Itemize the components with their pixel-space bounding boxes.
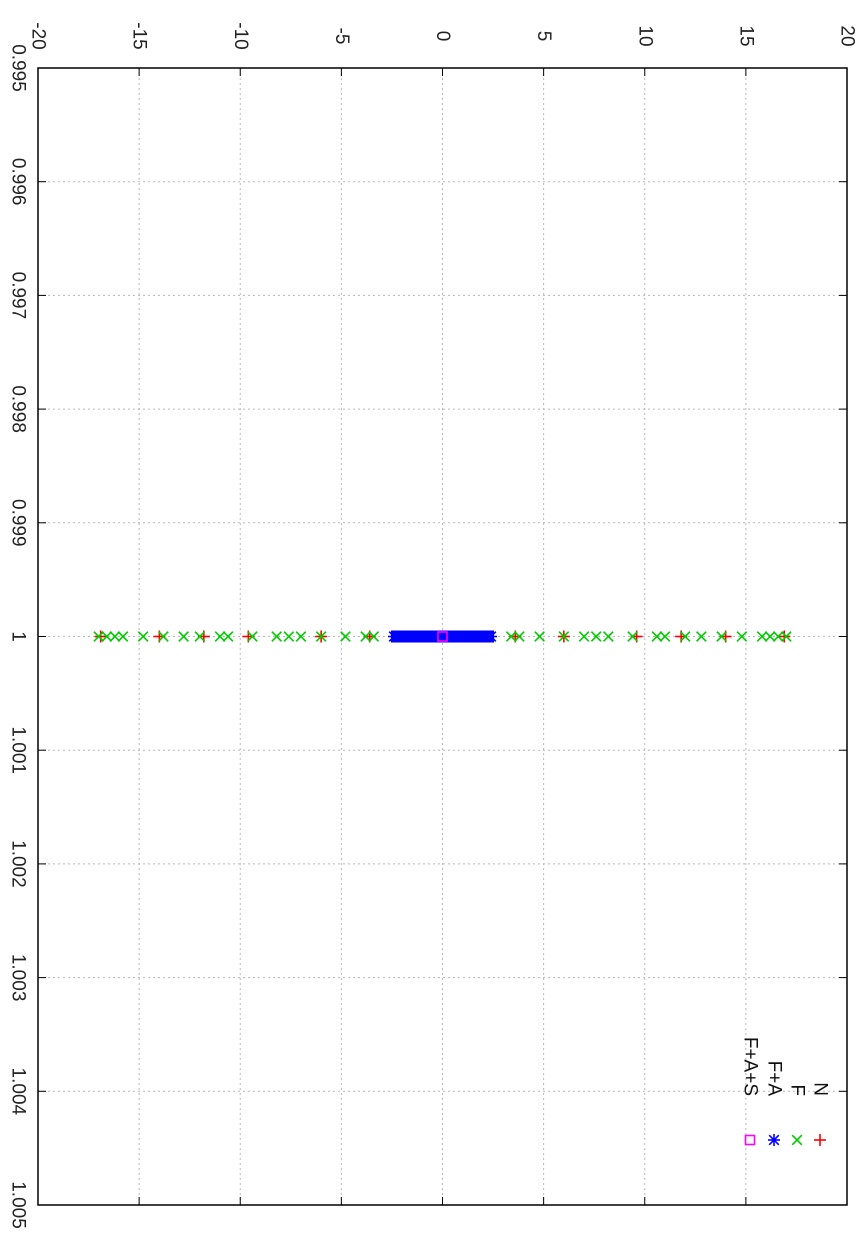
data-point — [772, 631, 784, 642]
y-tick-label: 5 — [533, 31, 554, 42]
data-point — [756, 631, 768, 642]
y-tick-label: -20 — [28, 22, 49, 49]
data-point — [485, 630, 498, 643]
legend-item: N — [810, 1082, 831, 1146]
data-point — [627, 631, 638, 642]
x-tick-label: 0.995 — [8, 44, 29, 92]
data-point — [295, 631, 307, 642]
x-tick-label: 1.002 — [8, 840, 29, 888]
axis-ticks: 0.995 0.996 0.997 0.998 0.999 1 1.001 1.002 1.00… — [8, 22, 858, 1229]
legend-label: F+A — [764, 1061, 785, 1097]
legend-marker — [814, 1134, 826, 1146]
legend-marker — [744, 1134, 756, 1146]
data-point — [101, 631, 113, 642]
data-point — [247, 631, 258, 642]
data-point — [602, 631, 614, 642]
data-point — [716, 631, 727, 642]
x-tick-label: 1.004 — [8, 1068, 29, 1116]
y-tick-label: 0 — [432, 31, 453, 42]
series-F+A+S — [437, 631, 448, 642]
data-point — [360, 631, 372, 642]
x-tick-label: 0.998 — [8, 385, 29, 433]
y-tick-label: -10 — [230, 22, 251, 49]
data-point — [778, 630, 791, 643]
legend-item: F+A+S — [740, 1037, 761, 1146]
data-point — [578, 631, 590, 642]
x-tick-label: 0.997 — [8, 272, 29, 320]
data-point — [94, 630, 107, 643]
data-point — [93, 631, 105, 642]
data-point — [396, 630, 409, 643]
data-point — [283, 631, 295, 642]
y-tick-label: 10 — [634, 25, 655, 46]
data-point — [194, 631, 206, 642]
legend-label: F — [787, 1084, 808, 1096]
data-point — [696, 631, 707, 642]
data-point — [651, 631, 663, 642]
x-tick-label: 1.001 — [8, 726, 29, 774]
data-point — [558, 631, 570, 642]
data-point — [178, 631, 189, 642]
legend-marker — [768, 1134, 780, 1146]
data-point — [437, 631, 448, 642]
y-tick-label: 20 — [837, 25, 858, 46]
legend-item: F — [787, 1084, 808, 1146]
legend-item: F+A — [764, 1061, 785, 1146]
data-point — [222, 631, 234, 642]
data-point — [368, 631, 380, 642]
data-point — [109, 631, 121, 642]
data-point — [271, 631, 283, 642]
data-point — [214, 631, 226, 642]
x-tick-label: 1.005 — [8, 1181, 29, 1229]
x-tick-label: 0.996 — [8, 158, 29, 206]
data-point — [158, 631, 169, 642]
data-point — [534, 631, 545, 642]
data-point — [315, 631, 327, 642]
y-tick-label: -5 — [331, 28, 352, 45]
data-point — [340, 631, 351, 642]
x-tick-label: 1.003 — [8, 954, 29, 1002]
legend: NFF+AF+A+S — [740, 1037, 831, 1146]
legend-marker — [791, 1134, 803, 1146]
data-point — [679, 631, 691, 642]
y-tick-label: 15 — [735, 25, 756, 46]
data-point — [117, 631, 129, 642]
data-point — [659, 631, 671, 642]
x-tick-label: 0.999 — [8, 499, 29, 547]
x-tick-label: 1 — [8, 631, 29, 642]
series-F+A — [387, 630, 498, 643]
data-point — [505, 631, 517, 642]
legend-label: N — [810, 1082, 831, 1096]
data-point — [137, 631, 149, 642]
data-point — [513, 631, 525, 642]
series-F — [93, 631, 792, 642]
y-tick-label: -15 — [129, 22, 150, 49]
data-marks — [93, 630, 792, 643]
data-point — [736, 631, 748, 642]
legend-label: F+A+S — [740, 1037, 761, 1096]
data-point — [590, 631, 602, 642]
data-point — [780, 631, 792, 642]
data-point — [764, 631, 776, 642]
